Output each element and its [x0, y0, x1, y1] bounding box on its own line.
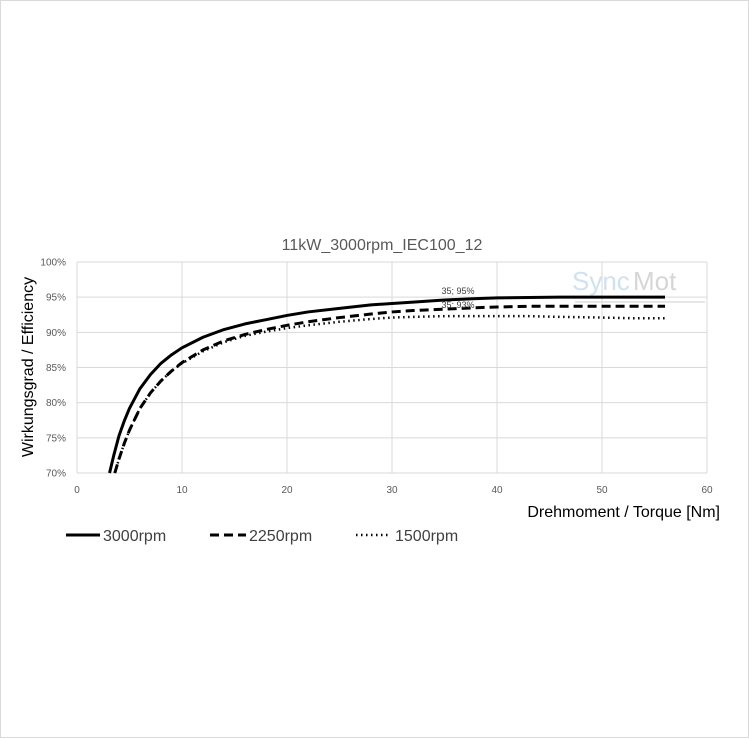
chart-title: 11kW_3000rpm_IEC100_12 — [282, 237, 483, 254]
x-tick-labels: 0 10 20 30 40 50 60 — [74, 485, 713, 496]
series-lines — [108, 295, 665, 474]
series-line-3000rpm — [108, 295, 665, 474]
y-tick-label: 75% — [46, 433, 66, 444]
x-tick-label: 50 — [596, 485, 608, 496]
y-tick-label: 95% — [46, 293, 66, 304]
x-tick-label: 60 — [701, 485, 713, 496]
annotations: 35; 95% 35; 93% — [442, 286, 475, 310]
x-axis-title: Drehmoment / Torque [Nm] — [527, 504, 720, 521]
syncmot-logo-watermark: Sync Mot — [572, 266, 705, 303]
x-tick-label: 10 — [176, 485, 188, 496]
series-line-2250rpm — [113, 304, 665, 474]
legend-item-1500rpm: 1500rpm — [356, 528, 458, 545]
legend-item-3000rpm: 3000rpm — [66, 528, 166, 545]
logo-mot: Mot — [633, 266, 677, 296]
legend-label: 2250rpm — [249, 528, 312, 545]
y-tick-label: 100% — [40, 258, 66, 269]
y-tick-labels: 70% 75% 80% 85% 90% 95% 100% — [40, 258, 66, 480]
data-point-annotation: 35; 95% — [442, 286, 475, 296]
data-point-annotation: 35; 93% — [442, 300, 475, 310]
x-tick-label: 0 — [74, 485, 80, 496]
legend-label: 1500rpm — [395, 528, 458, 545]
logo-sync: Sync — [572, 266, 630, 296]
series-line-1500rpm — [113, 314, 665, 474]
y-axis-title: Wirkungsgrad / Efficiency — [20, 277, 37, 457]
y-tick-label: 90% — [46, 328, 66, 339]
x-tick-label: 40 — [491, 485, 503, 496]
legend-item-2250rpm: 2250rpm — [210, 528, 312, 545]
legend-label: 3000rpm — [103, 528, 166, 545]
y-tick-label: 80% — [46, 398, 66, 409]
x-tick-label: 20 — [281, 485, 293, 496]
legend: 3000rpm 2250rpm 1500rpm — [66, 528, 458, 545]
y-tick-label: 70% — [46, 469, 66, 480]
y-tick-label: 85% — [46, 363, 66, 374]
x-tick-label: 30 — [386, 485, 398, 496]
